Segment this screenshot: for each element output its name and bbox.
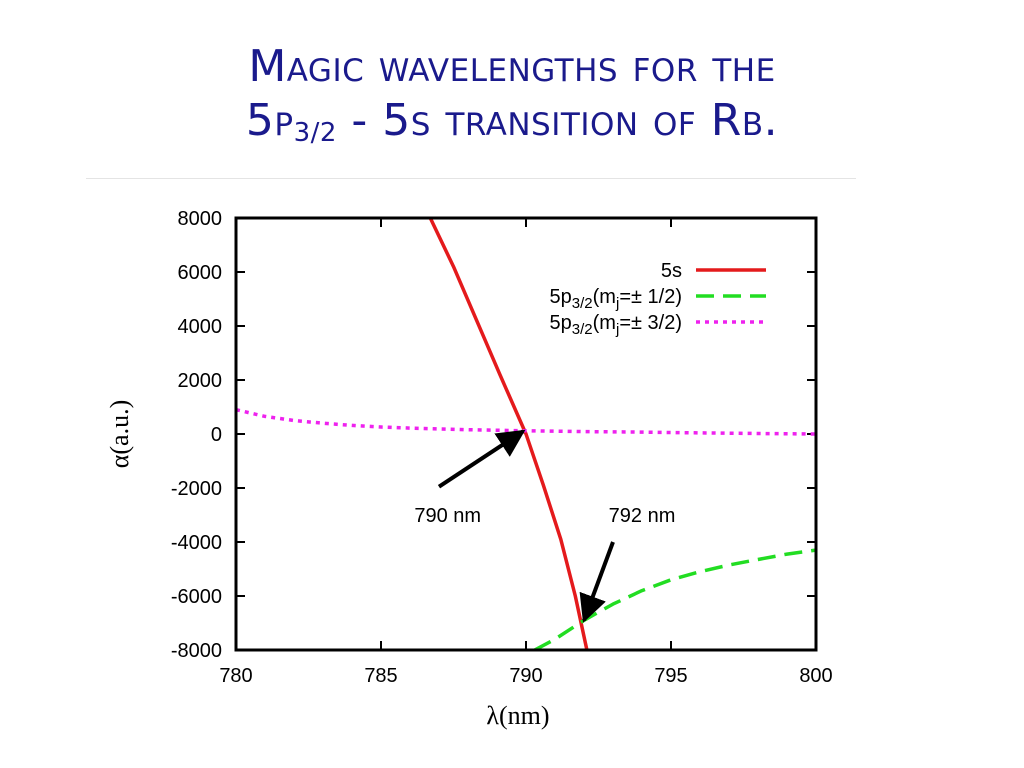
plot-frame (234, 216, 818, 652)
series-line-3 (236, 407, 816, 436)
y-tick-label: 6000 (178, 262, 223, 284)
legend-label: 5p3/2(mj=± 3/2) (550, 312, 682, 338)
annotation-arrow (437, 429, 526, 489)
y-tick-label: -6000 (171, 586, 222, 608)
series-layer (236, 218, 816, 650)
slide-title: Magic wavelengths for the 5p3/2 - 5s tra… (0, 40, 1024, 160)
x-tick-label: 800 (799, 665, 832, 687)
y-tick-label: 8000 (178, 208, 223, 230)
slide-title-line-1: Magic wavelengths for the (248, 41, 776, 92)
y-tick-label: 0 (211, 424, 222, 446)
x-axis-label: λ(nm) (486, 701, 549, 730)
legend-label-part: (m (593, 312, 616, 334)
slide-title-line-2: 5p3/2 - 5s transition of Rb. (0, 94, 1024, 160)
title-divider (86, 178, 856, 179)
legend-label: 5s (661, 260, 682, 282)
x-tick-label: 790 (509, 665, 542, 687)
frame-layer (234, 216, 818, 652)
legend-label-part: (m (593, 286, 616, 308)
annotation-label: 792 nm (609, 505, 676, 527)
series-line-2 (533, 548, 816, 650)
y-tick-label: 2000 (178, 370, 223, 392)
title-suffix: - 5s transition of Rb. (336, 95, 779, 146)
x-tick-label: 795 (654, 665, 687, 687)
title-subscript: 3/2 (293, 118, 337, 148)
y-tick-label: -2000 (171, 478, 222, 500)
y-tick-label: -8000 (171, 640, 222, 662)
legend-label-part: =± 3/2) (619, 312, 682, 334)
legend-label-part: 5s (661, 260, 682, 282)
annotation-arrow (579, 541, 615, 623)
annotation-label: 790 nm (414, 505, 481, 527)
legend-label: 5p3/2(mj=± 1/2) (550, 286, 682, 312)
x-tick-label: 780 (219, 665, 252, 687)
y-axis-label: α(a.u.) (105, 400, 134, 468)
legend-label-part: =± 1/2) (619, 286, 682, 308)
legend-label-part: 5p (550, 312, 572, 334)
title-prefix: 5p (245, 95, 294, 146)
legend-label-part: 3/2 (572, 321, 593, 338)
series-line-1 (428, 218, 589, 650)
x-tick-label: 785 (364, 665, 397, 687)
legend-label-part: 5p (550, 286, 572, 308)
legend-label-part: j (615, 295, 619, 312)
y-tick-label: 4000 (178, 316, 223, 338)
legend-label-part: 3/2 (572, 295, 593, 312)
annotations-layer: 790 nm 792 nm (414, 429, 676, 623)
y-tick-label: -4000 (171, 532, 222, 554)
legend-label-part: j (615, 321, 619, 338)
